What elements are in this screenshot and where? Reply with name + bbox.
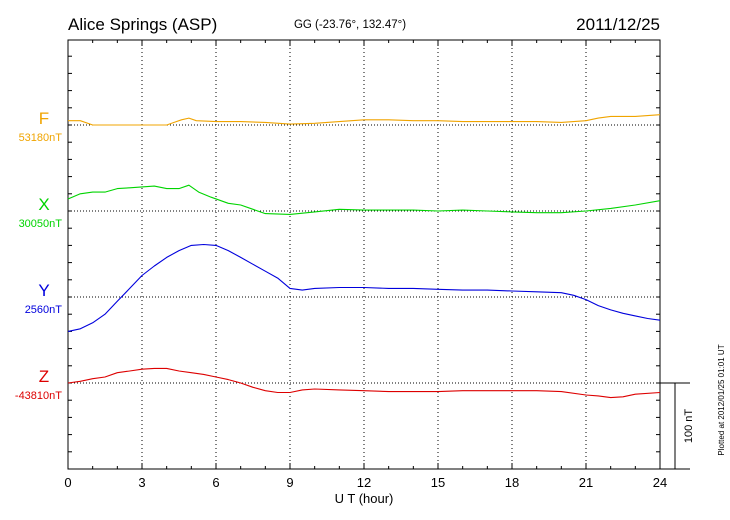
series-baseline-y: 2560nT [25,304,63,316]
x-tick-label: 15 [431,475,445,490]
x-tick-label: 6 [212,475,219,490]
series-baseline-z: -43810nT [15,390,62,402]
series-name-z: Z [39,367,49,386]
axis-ticks [67,40,661,470]
station-title: Alice Springs (ASP) [68,15,217,34]
plotted-timestamp: Plotted at 2012/01/25 01:01 UT [717,344,726,455]
x-tick-label: 3 [138,475,145,490]
x-tick-label: 18 [505,475,519,490]
series-line-f [68,114,661,126]
scale-bar: 100 nT [660,382,695,470]
series-labels: F 53180nT X 30050nT Y 2560nT Z -43810nT [15,109,62,402]
grid-lines [141,40,587,469]
series-name-y: Y [38,281,49,300]
series-baseline-f: 53180nT [19,132,63,144]
x-tick-label: 0 [64,475,71,490]
x-tick-label: 9 [286,475,293,490]
series-line-x [67,184,661,215]
series-name-x: X [38,195,49,214]
date-title: 2011/12/25 [576,15,660,34]
x-tick-label: 24 [653,475,667,490]
series-baseline-x: 30050nT [19,218,63,230]
x-axis-label: U T (hour) [335,491,394,506]
scale-bar-label: 100 nT [683,409,695,444]
series-lines [67,114,661,399]
x-tick-labels: 0 3 6 9 12 15 18 21 24 [64,475,667,490]
x-tick-label: 12 [357,475,371,490]
series-line-y [67,243,661,332]
series-line-z [67,367,661,399]
series-name-f: F [39,109,49,128]
station-coordinates: GG (-23.76°, 132.47°) [294,19,406,31]
x-tick-label: 21 [579,475,593,490]
